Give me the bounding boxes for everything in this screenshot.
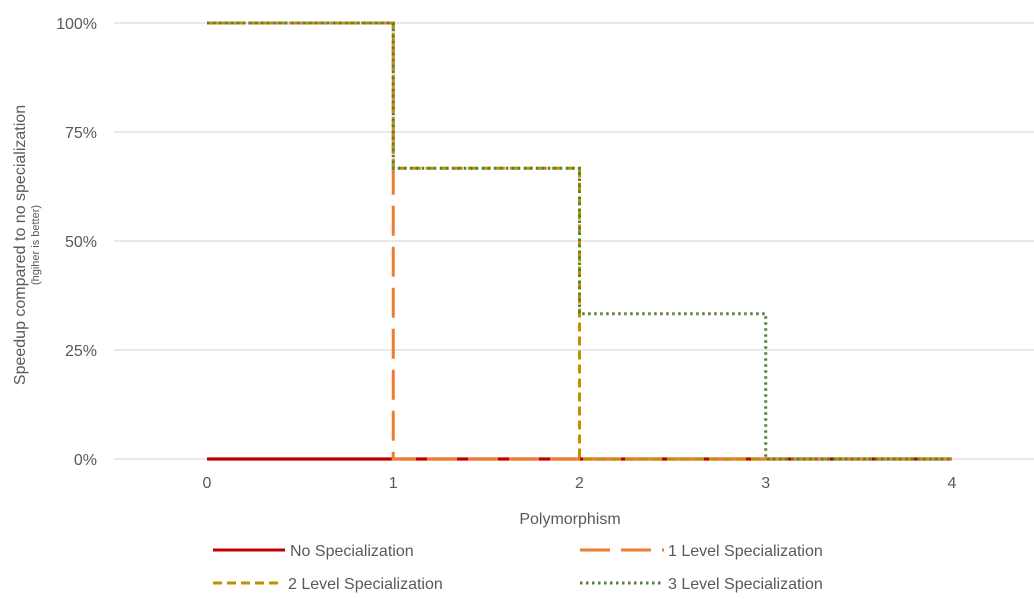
series-line-4 [207,21,952,461]
legend-label: No Specialization [290,543,414,560]
x-tick-label: 2 [575,475,584,492]
series-line-3 [207,21,952,461]
x-tick-label: 4 [948,475,957,492]
legend-item: 3 Level Specialization [580,576,823,593]
series-lines [207,21,952,461]
legend-label: 2 Level Specialization [288,576,443,593]
y-axis-title-group: Speedup compared to no specialization (h… [12,105,42,385]
y-axis-subtitle: (hgiher is better) [30,205,42,285]
y-tick-label: 50% [65,234,97,251]
legend-item: 2 Level Specialization [213,576,443,593]
x-axis-ticks: 0 1 2 3 4 [203,475,957,492]
series-line-2 [207,21,952,461]
x-tick-label: 1 [389,475,398,492]
y-tick-label: 25% [65,343,97,360]
x-tick-label: 3 [761,475,770,492]
legend-item: 1 Level Specialization [580,543,823,560]
gridlines [114,22,1034,460]
y-tick-label: 0% [74,452,97,469]
y-tick-label: 75% [65,125,97,142]
legend-label: 1 Level Specialization [668,543,823,560]
x-tick-label: 0 [203,475,212,492]
legend-label: 3 Level Specialization [668,576,823,593]
legend: No Specialization 1 Level Specialization 2… [213,543,823,593]
y-axis-title: Speedup compared to no specialization [12,105,29,385]
y-axis-ticks: 0% 25% 50% 75% 100% [56,16,97,469]
y-tick-label: 100% [56,16,97,33]
x-axis-title: Polymorphism [519,511,620,528]
legend-item: No Specialization [213,543,414,560]
